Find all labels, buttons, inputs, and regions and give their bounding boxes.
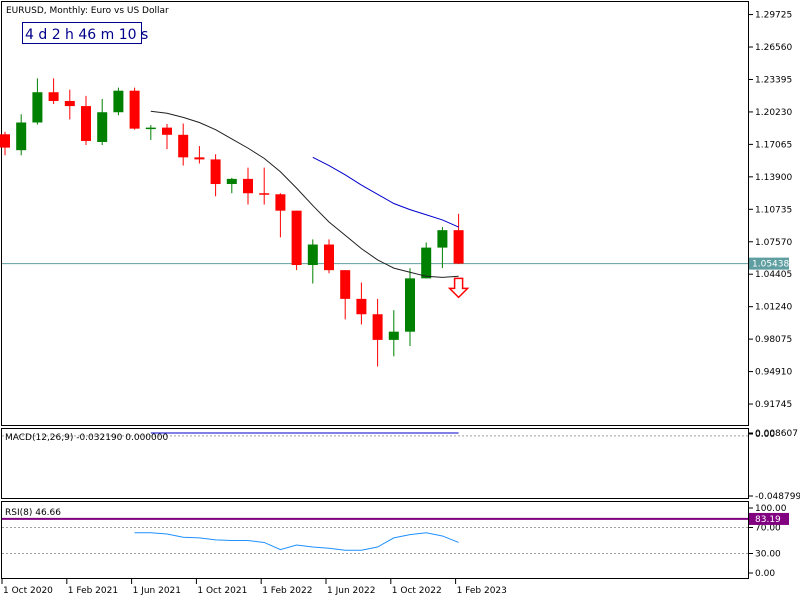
rsi-title: RSI(8) 46.66 [5,508,61,518]
macd-tick-label: 0.00 [755,430,775,440]
rsi-line [134,532,459,551]
price-tick-label: 1.13900 [755,173,792,183]
candle-body [372,314,383,340]
candle-body [421,247,432,279]
candle-body [291,210,302,266]
timer-box [22,22,142,44]
rsi-panel-frame [1,501,749,579]
macd-tick-label: 0.008607 [755,429,798,439]
macd-title: MACD(12,26,9) -0.032190 0.000000 [5,433,168,443]
current-price-tag [749,257,789,270]
candle-body [113,90,124,113]
price-tick-label: 1.17065 [755,140,792,150]
candle-body [259,193,270,195]
price-chart: 1.05438 [0,78,789,367]
candle-body [388,331,399,340]
rsi-chart: 100.00 70.00 30.00 0.00 83.19 [2,504,789,579]
macd-tick-label: -0.048799 [755,492,800,502]
price-tick-label: 1.10735 [755,205,792,215]
price-tick-label: 1.26560 [755,43,792,53]
candle-body [32,92,43,123]
candle-body [437,230,448,248]
candle-body [405,278,415,332]
price-tick-label: 0.94910 [755,368,792,378]
candle-body [64,100,75,107]
candle-timer: 4 d 2 h 46 m 10 s [25,27,148,43]
macd-panel-frame [1,428,749,499]
candle-body [340,270,351,299]
price-tick-label: 1.20230 [755,108,792,118]
current-price-label: 1.05438 [752,260,789,270]
price-tick-label: 0.98075 [755,335,792,345]
candle-body [243,178,253,194]
price-tick-label: 1.01240 [755,303,792,313]
sell-arrow [447,277,470,299]
chart-title: EURUSD, Monthly: Euro vs US Dollar [6,6,169,16]
rsi-level-tag [749,512,789,525]
candle-body [226,178,237,185]
rsi-tick-label: 30.00 [755,550,781,560]
candle-body [307,244,318,266]
moving-average-fast [150,110,459,278]
candle-body [97,112,108,142]
moving-average-slow [312,156,459,228]
time-tick-label: 1 Oct 2020 [3,586,53,596]
candle-body [129,90,140,129]
rsi-tick-label: 0.00 [755,569,775,579]
price-tick-label: 1.23395 [755,75,792,85]
price-tick-label: 1.04405 [755,270,792,280]
candle-body [275,194,286,211]
time-tick-label: 1 Feb 2022 [262,586,312,596]
time-axis: 1 Oct 2020 1 Feb 2021 1 Jun 2021 1 Oct 2021… [1,579,507,596]
candle-body [48,92,59,101]
time-tick-label: 1 Oct 2021 [197,586,247,596]
candle-body [81,106,91,141]
candle-body [453,230,464,264]
candle-body [178,134,189,158]
candle-body [0,134,10,148]
candle-body [324,244,334,271]
candle-body [145,127,156,130]
price-tick-label: 1.29725 [755,11,792,21]
price-tick-label: 1.07570 [755,238,792,248]
time-tick-label: 1 Feb 2021 [68,586,118,596]
rsi-level-label: 83.19 [755,515,781,525]
rsi-tick-label: 100.00 [755,504,787,514]
rsi-tick-label: 70.00 [755,524,781,534]
candle-body [162,127,172,135]
candle-body [16,122,27,151]
candle-body [210,159,221,185]
candle-body [356,298,367,315]
time-tick-label: 1 Jun 2022 [327,586,375,596]
time-tick-label: 1 Feb 2023 [457,586,507,596]
time-tick-label: 1 Jun 2021 [133,586,181,596]
price-axis: 1.29725 1.26560 1.23395 1.20230 1.17065 1.139… [749,11,792,410]
candle-body [194,157,205,160]
price-tick-label: 0.91745 [755,400,792,410]
main-panel-frame [1,1,749,426]
time-tick-label: 1 Oct 2022 [392,586,442,596]
